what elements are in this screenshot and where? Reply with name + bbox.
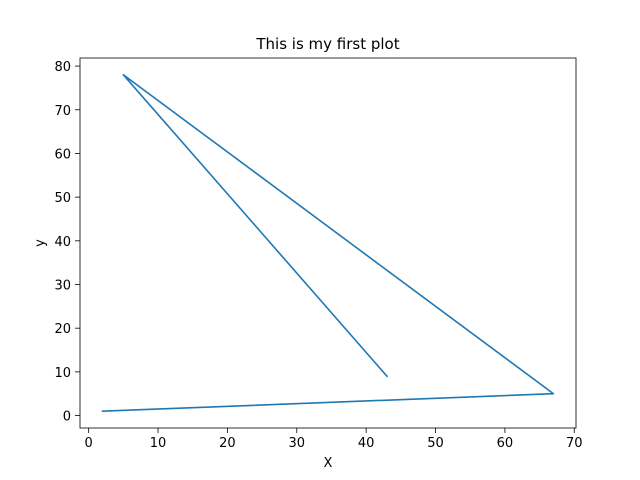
y-tick-label: 40 <box>54 235 71 250</box>
y-tick-label: 50 <box>54 191 71 206</box>
series-layer <box>101 74 555 413</box>
x-tick-label: 40 <box>358 436 375 451</box>
x-tick-label: 60 <box>497 436 514 451</box>
y-tick-label: 60 <box>54 147 71 162</box>
y-axis-ticks: 0 10 20 30 40 50 60 70 80 <box>54 60 80 425</box>
x-tick-label: 70 <box>566 436 583 451</box>
y-tick-label: 80 <box>54 60 71 75</box>
plot-area <box>80 58 576 428</box>
x-axis-label: X <box>324 456 333 471</box>
y-tick-label: 20 <box>54 322 71 337</box>
chart-title: This is my first plot <box>255 35 399 53</box>
x-tick-label: 50 <box>427 436 444 451</box>
x-axis-ticks: 0 10 20 30 40 50 60 70 <box>85 428 583 451</box>
x-tick-label: 10 <box>150 436 167 451</box>
y-tick-label: 70 <box>54 104 71 119</box>
y-tick-label: 30 <box>54 278 71 293</box>
x-tick-label: 20 <box>219 436 236 451</box>
y-tick-label: 10 <box>54 366 71 381</box>
x-tick-label: 0 <box>85 436 93 451</box>
x-tick-label: 30 <box>289 436 306 451</box>
y-tick-label: 0 <box>63 410 71 425</box>
y-axis-label: y <box>33 239 48 247</box>
axes-frame <box>79 57 577 429</box>
series-line-0 <box>101 74 555 413</box>
